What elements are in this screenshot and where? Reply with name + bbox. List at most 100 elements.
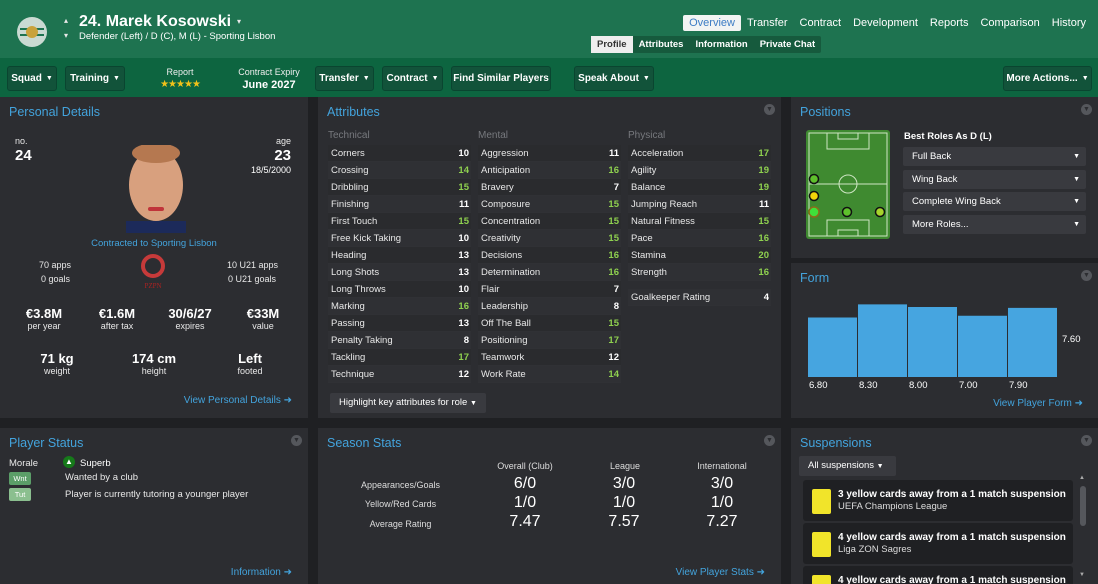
scroll-up-icon[interactable]: ▲ [1079, 475, 1085, 481]
attribute-row[interactable]: Jumping Reach 11 [628, 196, 771, 213]
more-actions-button[interactable]: More Actions... ▼ [1003, 66, 1092, 91]
role-wing-back[interactable]: Wing Back ▼ [903, 170, 1086, 189]
attribute-row[interactable]: Dribbling 15 [328, 179, 471, 196]
scrollbar-thumb[interactable] [1080, 486, 1086, 526]
attribute-name: Jumping Reach [631, 199, 698, 210]
scroll-down-icon[interactable]: ▼ [1079, 572, 1085, 578]
attribute-row[interactable]: Strength 16 [628, 264, 771, 281]
player-menu-icon[interactable]: ▾ [237, 17, 242, 26]
attribute-row[interactable]: Agility 19 [628, 162, 771, 179]
subtab-profile[interactable]: Profile [591, 36, 633, 53]
form-bar[interactable] [1008, 307, 1057, 377]
attribute-row[interactable]: Acceleration 17 [628, 145, 771, 162]
collapse-icon[interactable]: ▼ [1081, 104, 1092, 115]
attribute-value: 13 [458, 250, 469, 261]
collapse-icon[interactable]: ▼ [764, 435, 775, 446]
view-player-stats-link[interactable]: View Player Stats ➜ [676, 567, 765, 578]
next-player-icon[interactable]: ▾ [64, 31, 69, 40]
attribute-row[interactable]: Marking 16 [328, 298, 471, 315]
caret-icon: ▼ [469, 400, 477, 407]
attribute-row[interactable]: Aggression 11 [478, 145, 621, 162]
training-button[interactable]: Training ▼ [65, 66, 125, 91]
attribute-row[interactable]: Positioning 17 [478, 332, 621, 349]
tab-development[interactable]: Development [853, 17, 918, 29]
attribute-row[interactable]: Balance 19 [628, 179, 771, 196]
attribute-value: 16 [458, 301, 469, 312]
attribute-row[interactable]: Long Shots 13 [328, 264, 471, 281]
tab-reports[interactable]: Reports [929, 17, 969, 29]
attribute-row[interactable]: Stamina 20 [628, 247, 771, 264]
attribute-row[interactable]: Penalty Taking 8 [328, 332, 471, 349]
attribute-column-technical: Technical Corners 10 Crossing 14 Dribbling 15 F… [328, 130, 471, 383]
attribute-row[interactable]: Composure 15 [478, 196, 621, 213]
view-personal-details-link[interactable]: View Personal Details ➜ [184, 395, 292, 406]
attribute-row[interactable]: Tackling 17 [328, 349, 471, 366]
attribute-name: Corners [331, 148, 365, 159]
view-player-form-link[interactable]: View Player Form ➜ [993, 398, 1083, 409]
contracted-club-link[interactable]: Contracted to Sporting Lisbon [91, 238, 217, 249]
more-roles-dropdown[interactable]: More Roles... ▼ [903, 215, 1086, 234]
attribute-value: 15 [458, 216, 469, 227]
suspension-filter-dropdown[interactable]: All suspensions ▼ [799, 456, 896, 476]
attribute-value: 8 [613, 301, 619, 312]
prev-player-icon[interactable]: ▴ [64, 16, 69, 25]
subtab-information[interactable]: Information [695, 39, 748, 50]
speak-about-button[interactable]: Speak About ▼ [574, 66, 654, 91]
collapse-icon[interactable]: ▼ [1081, 270, 1092, 281]
attribute-row[interactable]: Teamwork 12 [478, 349, 621, 366]
subtab-attributes[interactable]: Attributes [638, 39, 684, 50]
attribute-name: Dribbling [331, 182, 369, 193]
panel-title: Suspensions [800, 436, 872, 450]
attribute-row[interactable]: Technique 12 [328, 366, 471, 383]
attribute-row[interactable]: Work Rate 14 [478, 366, 621, 383]
tab-comparison[interactable]: Comparison [980, 17, 1040, 29]
player-subtitle: Defender (Left) / D (C), M (L) - Sportin… [79, 31, 276, 42]
attribute-row[interactable]: First Touch 15 [328, 213, 471, 230]
attribute-row[interactable]: Decisions 16 [478, 247, 621, 264]
attribute-row[interactable]: Bravery 7 [478, 179, 621, 196]
status-text: Wanted by a club [65, 472, 139, 483]
contract-button[interactable]: Contract ▼ [382, 66, 443, 91]
attribute-name: Flair [481, 284, 500, 295]
attribute-row[interactable]: Heading 13 [328, 247, 471, 264]
attribute-row[interactable]: Corners 10 [328, 145, 471, 162]
squad-button[interactable]: Squad ▼ [7, 66, 57, 91]
attribute-row[interactable]: Passing 13 [328, 315, 471, 332]
collapse-icon[interactable]: ▼ [1081, 435, 1092, 446]
attribute-row[interactable]: Crossing 14 [328, 162, 471, 179]
attribute-row[interactable]: Finishing 11 [328, 196, 471, 213]
role-full-back[interactable]: Full Back ▼ [903, 147, 1086, 166]
attribute-row[interactable]: Free Kick Taking 10 [328, 230, 471, 247]
highlight-role-dropdown[interactable]: Highlight key attributes for role ▼ [330, 393, 486, 413]
attribute-row[interactable]: Anticipation 16 [478, 162, 621, 179]
attribute-row[interactable]: Concentration 15 [478, 213, 621, 230]
attribute-row[interactable]: Creativity 15 [478, 230, 621, 247]
attribute-row[interactable]: Natural Fitness 15 [628, 213, 771, 230]
tab-overview[interactable]: Overview [683, 15, 741, 31]
attribute-row[interactable]: Off The Ball 15 [478, 315, 621, 332]
attribute-row[interactable]: Pace 16 [628, 230, 771, 247]
transfer-button[interactable]: Transfer ▼ [315, 66, 374, 91]
information-link[interactable]: Information ➜ [231, 567, 292, 578]
attribute-row[interactable]: Long Throws 10 [328, 281, 471, 298]
collapse-icon[interactable]: ▼ [291, 435, 302, 446]
tab-history[interactable]: History [1051, 17, 1086, 29]
form-bar[interactable] [908, 307, 957, 377]
tab-transfer[interactable]: Transfer [746, 17, 788, 29]
attribute-row[interactable]: Flair 7 [478, 281, 621, 298]
attribute-column-mental: Mental Aggression 11 Anticipation 16 Bravery 7… [478, 130, 621, 383]
form-bar[interactable] [858, 304, 907, 377]
find-similar-players-button[interactable]: Find Similar Players [451, 66, 551, 91]
tab-contract[interactable]: Contract [799, 17, 842, 29]
form-bar[interactable] [958, 315, 1007, 377]
subtab-private-chat[interactable]: Private Chat [759, 39, 816, 50]
form-bar[interactable] [808, 317, 857, 378]
role-complete-wing-back[interactable]: Complete Wing Back ▼ [903, 192, 1086, 211]
attribute-row[interactable]: Leadership 8 [478, 298, 621, 315]
suspension-text: 4 yellow cards away from a 1 match suspe… [838, 575, 1066, 584]
attribute-value: 14 [608, 369, 619, 380]
stat-value: 7.47 [509, 513, 541, 530]
report-stars-icon[interactable]: ★★★★★ [160, 79, 201, 90]
collapse-icon[interactable]: ▼ [764, 104, 775, 115]
attribute-row[interactable]: Determination 16 [478, 264, 621, 281]
